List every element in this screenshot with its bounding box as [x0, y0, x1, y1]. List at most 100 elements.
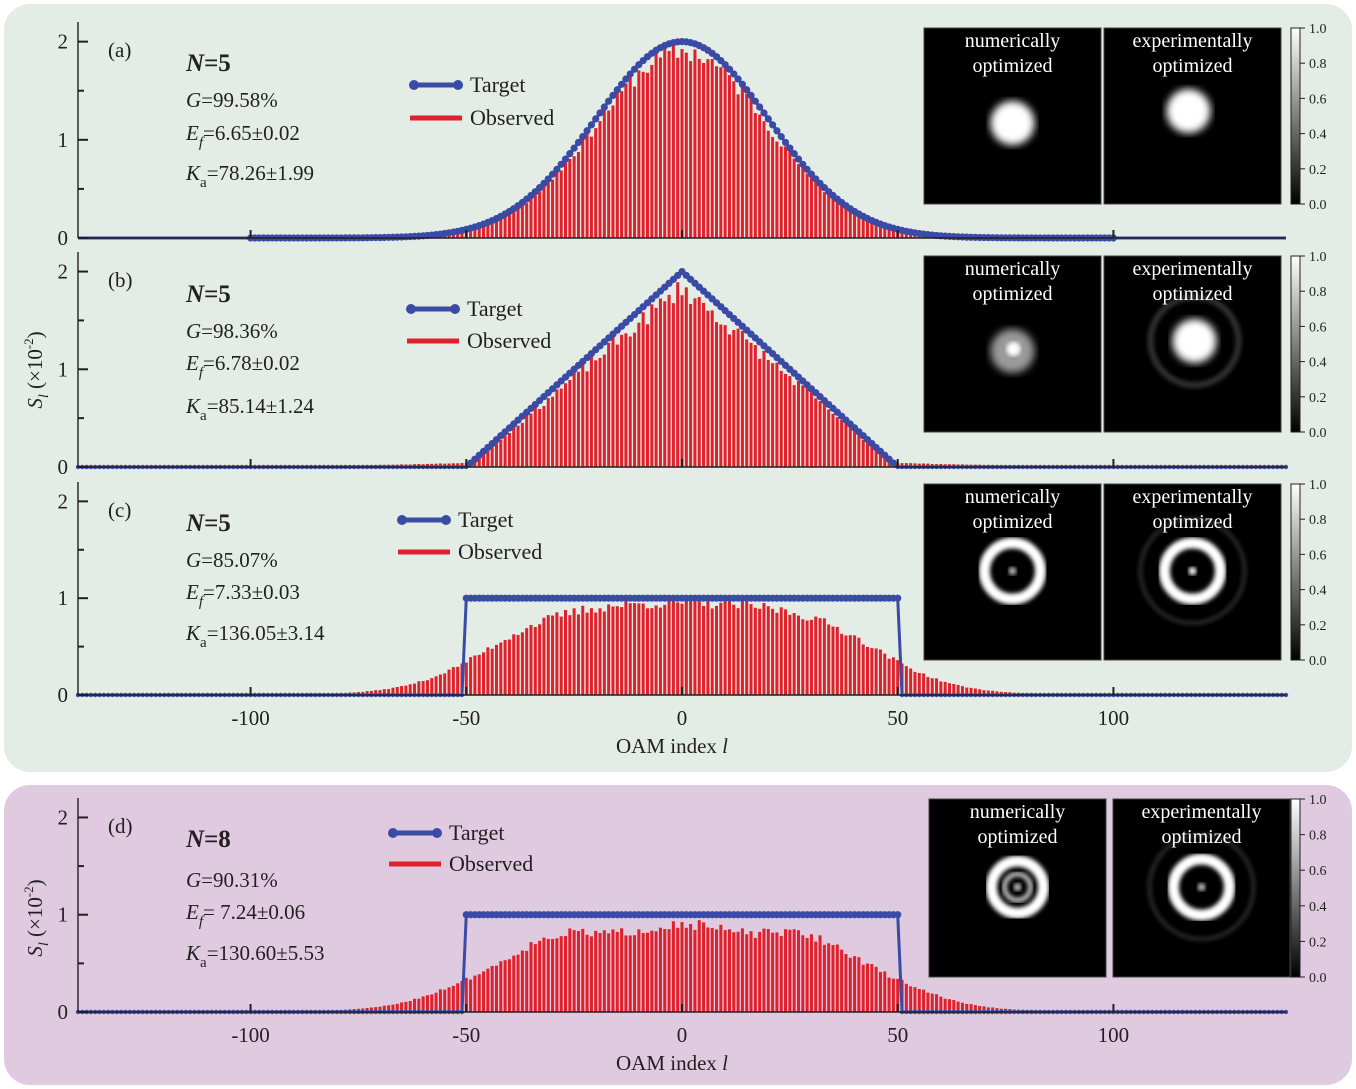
- observed-bar: [706, 927, 710, 1012]
- observed-bar: [650, 608, 654, 695]
- target-point: [803, 165, 811, 173]
- observed-bar: [809, 392, 813, 467]
- target-point: [583, 127, 591, 135]
- observed-bar: [809, 934, 813, 1012]
- legend-target-marker: [432, 828, 442, 838]
- x-tick-label: -50: [452, 706, 480, 730]
- x-axis-title: OAM index l: [616, 1051, 728, 1075]
- observed-bar: [749, 931, 753, 1012]
- inset-image-numerical: numerically optimized: [928, 798, 1107, 978]
- observed-bar: [551, 396, 555, 467]
- colorbar-tick-label: 0.8: [1309, 829, 1327, 844]
- observed-bar: [710, 59, 714, 238]
- observed-bar: [615, 344, 619, 467]
- observed-bar: [835, 626, 839, 695]
- observed-bar: [667, 51, 671, 238]
- colorbar-tick-label: 1.0: [1309, 478, 1327, 493]
- observed-bar: [473, 975, 477, 1012]
- target-point: [618, 80, 626, 88]
- legend-target-label: Target: [467, 296, 522, 321]
- legend-observed-label: Observed: [458, 539, 542, 564]
- observed-bar: [904, 983, 908, 1012]
- observed-bar: [736, 328, 740, 467]
- observed-bar: [896, 660, 900, 695]
- observed-bar: [486, 449, 490, 467]
- observed-bar: [516, 425, 520, 467]
- y-tick-label: 1: [58, 586, 69, 610]
- observed-bar: [421, 680, 425, 695]
- observed-bar: [878, 649, 882, 695]
- observed-bar: [564, 936, 568, 1012]
- observed-bar: [952, 683, 956, 695]
- colorbar-gradient: [1290, 27, 1301, 205]
- target-point: [609, 91, 617, 100]
- observed-bar: [447, 987, 451, 1012]
- observed-bar: [870, 445, 874, 467]
- inset-title-line2: optimized: [1162, 826, 1242, 848]
- observed-bar: [555, 938, 559, 1012]
- inset-ring: [979, 537, 1046, 605]
- observed-bar: [538, 940, 542, 1012]
- target-point: [777, 133, 785, 141]
- observed-bar: [788, 614, 792, 695]
- observed-bar: [525, 628, 529, 695]
- observed-bar: [784, 373, 788, 467]
- observed-bar: [784, 146, 788, 238]
- observed-bar: [594, 930, 598, 1012]
- observed-bar: [766, 360, 770, 467]
- observed-bar: [443, 989, 447, 1012]
- inset-title-line1: experimentally: [1142, 801, 1262, 823]
- observed-bar: [374, 690, 378, 695]
- y-tick-label: 1: [58, 903, 69, 927]
- observed-bar: [857, 957, 861, 1012]
- colorbar-tick-label: 0.6: [1309, 320, 1327, 335]
- observed-bar: [736, 931, 740, 1012]
- observed-bar: [831, 626, 835, 695]
- observed-bar: [904, 231, 908, 238]
- observed-bar: [766, 929, 770, 1012]
- observed-bar: [425, 995, 429, 1012]
- inset-inner-ring: [1002, 871, 1033, 903]
- observed-bar: [771, 136, 775, 238]
- observed-bar: [551, 938, 555, 1012]
- observed-bar: [516, 208, 520, 238]
- target-point: [769, 121, 777, 129]
- observed-bar: [555, 612, 559, 695]
- observed-bar: [775, 362, 779, 467]
- observed-bar: [520, 422, 524, 467]
- x-tick-label: 100: [1098, 1023, 1130, 1047]
- observed-bar: [973, 688, 977, 695]
- y-tick-label: 2: [58, 489, 69, 513]
- x-tick-label: 100: [1098, 706, 1130, 730]
- observed-bar: [866, 963, 870, 1012]
- observed-bar: [633, 603, 637, 695]
- observed-bar: [434, 992, 438, 1012]
- observed-bar: [926, 677, 930, 695]
- observed-bar: [939, 681, 943, 695]
- observed-bar: [727, 929, 731, 1012]
- observed-bar: [658, 927, 662, 1012]
- observed-bar: [796, 615, 800, 695]
- legend: Target Observed: [397, 507, 542, 564]
- observed-bar: [814, 398, 818, 467]
- observed-bar: [684, 52, 688, 238]
- observed-bar: [930, 678, 934, 695]
- observed-bar: [827, 193, 831, 238]
- observed-bar: [576, 614, 580, 695]
- observed-bar: [684, 927, 688, 1012]
- observed-bar: [585, 934, 589, 1012]
- observed-bar: [853, 212, 857, 238]
- observed-bar: [477, 226, 481, 238]
- observed-bar: [861, 964, 865, 1012]
- inset-image-experimental: experimentally optimized: [1103, 483, 1282, 661]
- inset-title-line2: optimized: [1153, 283, 1233, 305]
- inset-title-line2: optimized: [973, 55, 1053, 77]
- observed-bar: [624, 935, 628, 1012]
- observed-bar: [840, 949, 844, 1012]
- inset-image-experimental: experimentally optimized: [1112, 798, 1291, 978]
- observed-bar: [559, 388, 563, 467]
- observed-bar: [473, 227, 477, 238]
- panel-tag: (b): [108, 268, 133, 292]
- observed-bar: [680, 603, 684, 695]
- observed-bar: [395, 687, 399, 695]
